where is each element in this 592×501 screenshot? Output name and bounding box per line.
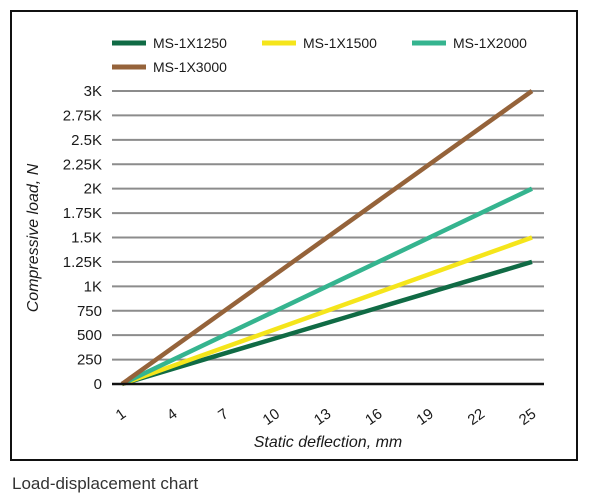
x-tick-label: 4 [164,405,181,424]
legend-label: MS-1X1250 [153,35,227,51]
legend-swatch [262,40,296,46]
y-tick-label: 1.5K [71,230,102,247]
x-axis-title: Static deflection, mm [254,434,403,451]
y-tick-label: 250 [77,352,102,369]
y-tick-label: 0 [94,376,102,393]
legend-swatch [112,64,146,70]
y-tick-label: 3K [84,83,102,100]
x-tick-label: 10 [260,405,283,428]
legend-label: MS-1X1500 [303,35,377,51]
legend-swatch [112,40,146,46]
series-line-ms-1x1500 [121,235,533,387]
x-tick-label: 13 [311,405,334,428]
chart-caption: Load-displacement chart [12,474,199,493]
series-lines [120,89,534,387]
x-tick-label: 25 [516,405,539,428]
x-tick-label: 22 [465,405,488,428]
y-tick-label: 500 [77,327,102,344]
y-tick-label: 1K [84,278,102,295]
x-tick-label: 7 [215,405,232,424]
series-line-ms-1x1250 [121,259,533,387]
x-tick-label: 19 [413,405,436,428]
legend-label: MS-1X2000 [453,35,527,51]
y-tick-label: 2.5K [71,132,102,149]
y-tick-labels: 0 250 500 750 1K 1.25K 1.5K 1.75K 2K 2.25K 2.5K 2.7… [63,83,102,393]
x-tick-label: 16 [362,405,385,428]
y-tick-label: 750 [77,303,102,320]
y-tick-label: 2.75K [63,107,102,124]
chart-frame [10,10,578,461]
legend-label: MS-1X3000 [153,59,227,75]
series-line-ms-1x2000 [121,186,533,387]
x-tick-label: 1 [113,405,130,424]
series-line-ms-1x3000 [120,89,534,386]
y-tick-label: 1.25K [63,254,102,271]
y-tick-label: 2.25K [63,156,102,173]
y-tick-label: 2K [84,181,102,198]
legend: MS-1X1250 MS-1X1500 MS-1X2000 MS-1X3000 [112,35,527,75]
legend-swatch [412,40,446,46]
x-tick-labels: 1 4 7 10 13 16 19 22 25 [113,405,540,428]
y-axis-title: Compressive load, N [25,163,42,312]
y-tick-label: 1.75K [63,205,102,222]
